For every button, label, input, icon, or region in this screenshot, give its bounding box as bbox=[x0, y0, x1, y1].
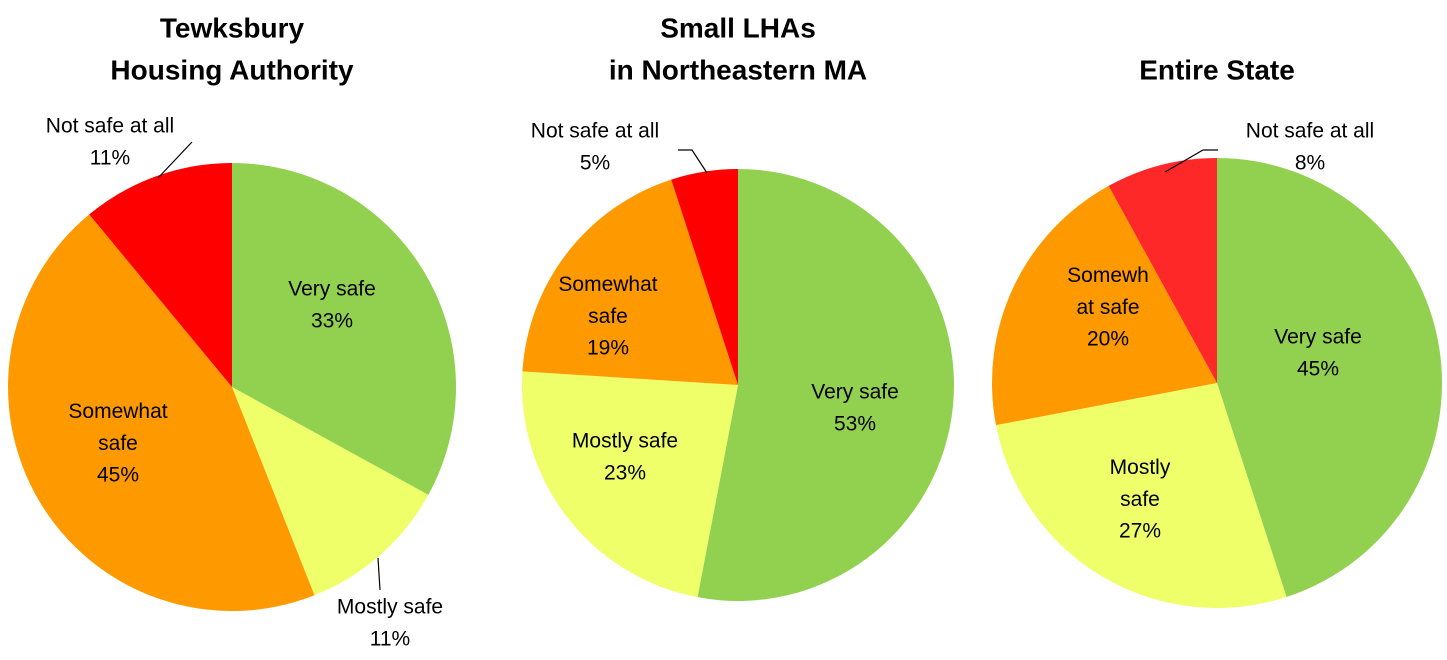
slice-value-label: 11% bbox=[370, 628, 410, 651]
leader-line bbox=[1164, 149, 1218, 173]
slice-value-label: 45% bbox=[1297, 358, 1339, 381]
slice-label: Very safe bbox=[1274, 326, 1362, 349]
slice-value-label: 20% bbox=[1087, 328, 1129, 351]
slice-value-label: 11% bbox=[90, 147, 130, 170]
slice-label: Somewhat safe bbox=[558, 273, 657, 328]
slice-label: Not safe at all bbox=[46, 115, 174, 138]
pie-slice bbox=[991, 185, 1217, 426]
slice-label: Somewhat safe bbox=[68, 400, 167, 455]
pie-slice bbox=[1108, 158, 1217, 383]
chart-title: Tewksbury bbox=[160, 12, 305, 43]
slice-value-label: 53% bbox=[834, 413, 876, 436]
leader-line bbox=[678, 149, 708, 174]
pie-slice bbox=[232, 387, 429, 596]
slice-value-label: 5% bbox=[580, 152, 610, 175]
leader-line bbox=[377, 557, 381, 591]
slice-label: Mostly safe bbox=[572, 430, 678, 453]
slice-label: Very safe bbox=[811, 381, 899, 404]
slice-label: Not safe at all bbox=[531, 120, 659, 143]
pie-slice bbox=[671, 169, 738, 385]
pie-slice bbox=[1217, 158, 1443, 597]
slice-label: Not safe at all bbox=[1246, 120, 1374, 143]
slice-label: Mostly safe bbox=[1110, 456, 1171, 511]
slice-label: Very safe bbox=[288, 278, 376, 301]
chart-title: Entire State bbox=[1139, 54, 1295, 85]
slice-label: Mostly safe bbox=[337, 596, 443, 619]
slice-value-label: 23% bbox=[604, 462, 646, 485]
pie-slice bbox=[522, 371, 738, 598]
chart-title: Housing Authority bbox=[110, 54, 354, 85]
slice-value-label: 27% bbox=[1119, 520, 1161, 543]
pie-slice bbox=[7, 214, 315, 611]
pie-slice bbox=[697, 169, 955, 601]
pie-slice bbox=[995, 383, 1287, 608]
slice-value-label: 19% bbox=[587, 337, 629, 360]
pie-slice bbox=[232, 163, 456, 495]
chart-title: in Northeastern MA bbox=[609, 54, 867, 85]
slice-label: Somewh at safe bbox=[1067, 264, 1149, 319]
leader-line bbox=[157, 141, 193, 179]
chart-title: Small LHAs bbox=[660, 12, 816, 43]
slice-value-label: 8% bbox=[1295, 152, 1325, 175]
slice-value-label: 45% bbox=[97, 464, 139, 487]
pie-slice bbox=[522, 179, 738, 385]
slice-value-label: 33% bbox=[311, 310, 353, 333]
pie-slice bbox=[89, 163, 232, 387]
